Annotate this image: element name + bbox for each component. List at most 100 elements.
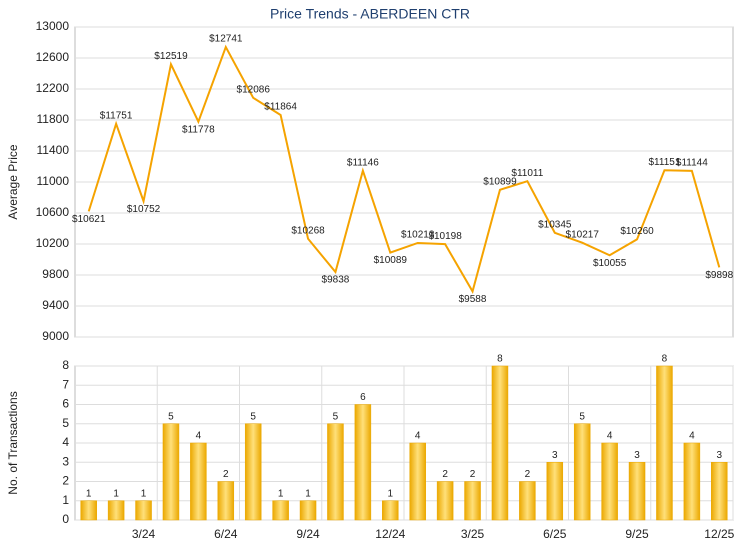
bar: [464, 481, 481, 521]
value-label: 1: [141, 488, 147, 499]
bar: [135, 500, 152, 521]
y-tick-label: 0: [62, 512, 69, 526]
value-label: 2: [470, 469, 476, 480]
bar: [190, 442, 207, 521]
value-label: 4: [607, 431, 613, 442]
x-tick-label: 6/24: [214, 527, 238, 541]
bar: [80, 500, 97, 521]
price-line: [87, 44, 721, 295]
value-label: $11864: [264, 102, 297, 113]
value-label: $12086: [237, 84, 271, 95]
bar: [601, 442, 618, 521]
value-label: 3: [634, 450, 640, 461]
value-label: $10217: [566, 229, 600, 240]
value-label: $11011: [511, 168, 543, 179]
value-label: 4: [196, 431, 202, 442]
value-label: $10621: [72, 214, 106, 225]
value-label: $11778: [182, 124, 215, 135]
value-label: $11151: [649, 157, 681, 168]
value-label: $10213: [401, 230, 435, 241]
x-tick-label: 9/24: [296, 527, 320, 541]
bar: [299, 500, 317, 521]
bar: [628, 462, 646, 521]
value-label: $10345: [538, 219, 572, 230]
chart-title: Price Trends - ABERDEEN CTR: [270, 6, 470, 22]
value-label: 1: [86, 488, 92, 499]
value-label: 2: [525, 469, 531, 480]
y-tick-label: 10200: [36, 236, 70, 250]
y-tick-label: 7: [62, 377, 69, 391]
bar: [327, 423, 344, 521]
x-tick-label: 9/25: [625, 527, 649, 541]
y-axis-label: Average Price: [6, 144, 20, 219]
value-label: 1: [305, 488, 311, 499]
bar: [436, 481, 454, 521]
bar: [711, 462, 728, 521]
x-tick-label: 12/25: [704, 527, 734, 541]
value-label: 5: [250, 411, 256, 422]
y-tick-label: 11400: [37, 143, 70, 157]
value-label: 8: [497, 354, 503, 365]
value-label: $10268: [291, 225, 325, 236]
bar: [217, 481, 235, 521]
y-tick-label: 12200: [36, 81, 70, 95]
value-label: 1: [113, 488, 119, 499]
value-label: $12741: [209, 34, 243, 45]
value-label: $10198: [428, 231, 462, 242]
bar: [683, 442, 701, 521]
y-tick-label: 11000: [37, 174, 70, 188]
value-label: $10089: [374, 255, 408, 266]
y-tick-label: 9000: [42, 329, 69, 343]
y-tick-label: 6: [62, 397, 69, 411]
value-label: 6: [360, 392, 366, 403]
bar: [656, 365, 673, 521]
bar: [244, 423, 262, 521]
value-label: 1: [278, 488, 284, 499]
y-tick-label: 9400: [42, 298, 69, 312]
bar: [519, 481, 536, 521]
x-tick-label: 3/25: [461, 527, 485, 541]
bar: [491, 365, 509, 521]
value-label: $10752: [127, 204, 161, 215]
value-label: $10899: [483, 176, 517, 187]
bar: [272, 500, 289, 521]
value-label: $9588: [459, 294, 487, 305]
value-label: 2: [223, 469, 229, 480]
value-label: 3: [552, 450, 558, 461]
bar: [382, 500, 399, 521]
bar: [162, 423, 180, 521]
y-tick-label: 10600: [36, 205, 70, 219]
bar: [354, 404, 372, 521]
y-tick-label: 13000: [36, 19, 70, 33]
bar: [573, 423, 591, 521]
value-label: 5: [333, 411, 339, 422]
bar: [546, 462, 564, 521]
value-label: $9898: [705, 270, 733, 281]
value-label: $11144: [676, 157, 708, 168]
y-tick-label: 2: [62, 474, 69, 488]
value-label: 5: [579, 411, 585, 422]
value-label: 4: [689, 431, 695, 442]
value-label: 1: [388, 488, 394, 499]
value-label: $12519: [154, 51, 188, 62]
y-tick-label: 4: [62, 435, 69, 449]
y-tick-label: 1: [62, 493, 69, 507]
value-label: 2: [442, 469, 448, 480]
value-label: $11146: [347, 157, 379, 168]
x-tick-label: 3/24: [132, 527, 156, 541]
value-label: $10055: [593, 258, 627, 269]
y-tick-label: 9800: [42, 267, 69, 281]
value-label: 5: [168, 411, 174, 422]
value-label: 8: [662, 354, 668, 365]
y-tick-label: 5: [62, 416, 69, 430]
y-axis-label: No. of Transactions: [6, 391, 20, 494]
bar: [409, 442, 426, 521]
x-tick-label: 6/25: [543, 527, 567, 541]
value-label: 4: [415, 431, 421, 442]
bar: [107, 500, 125, 521]
y-tick-label: 3: [62, 454, 69, 468]
value-label: $9838: [322, 275, 350, 286]
y-tick-label: 8: [62, 358, 69, 372]
value-label: 3: [717, 450, 723, 461]
